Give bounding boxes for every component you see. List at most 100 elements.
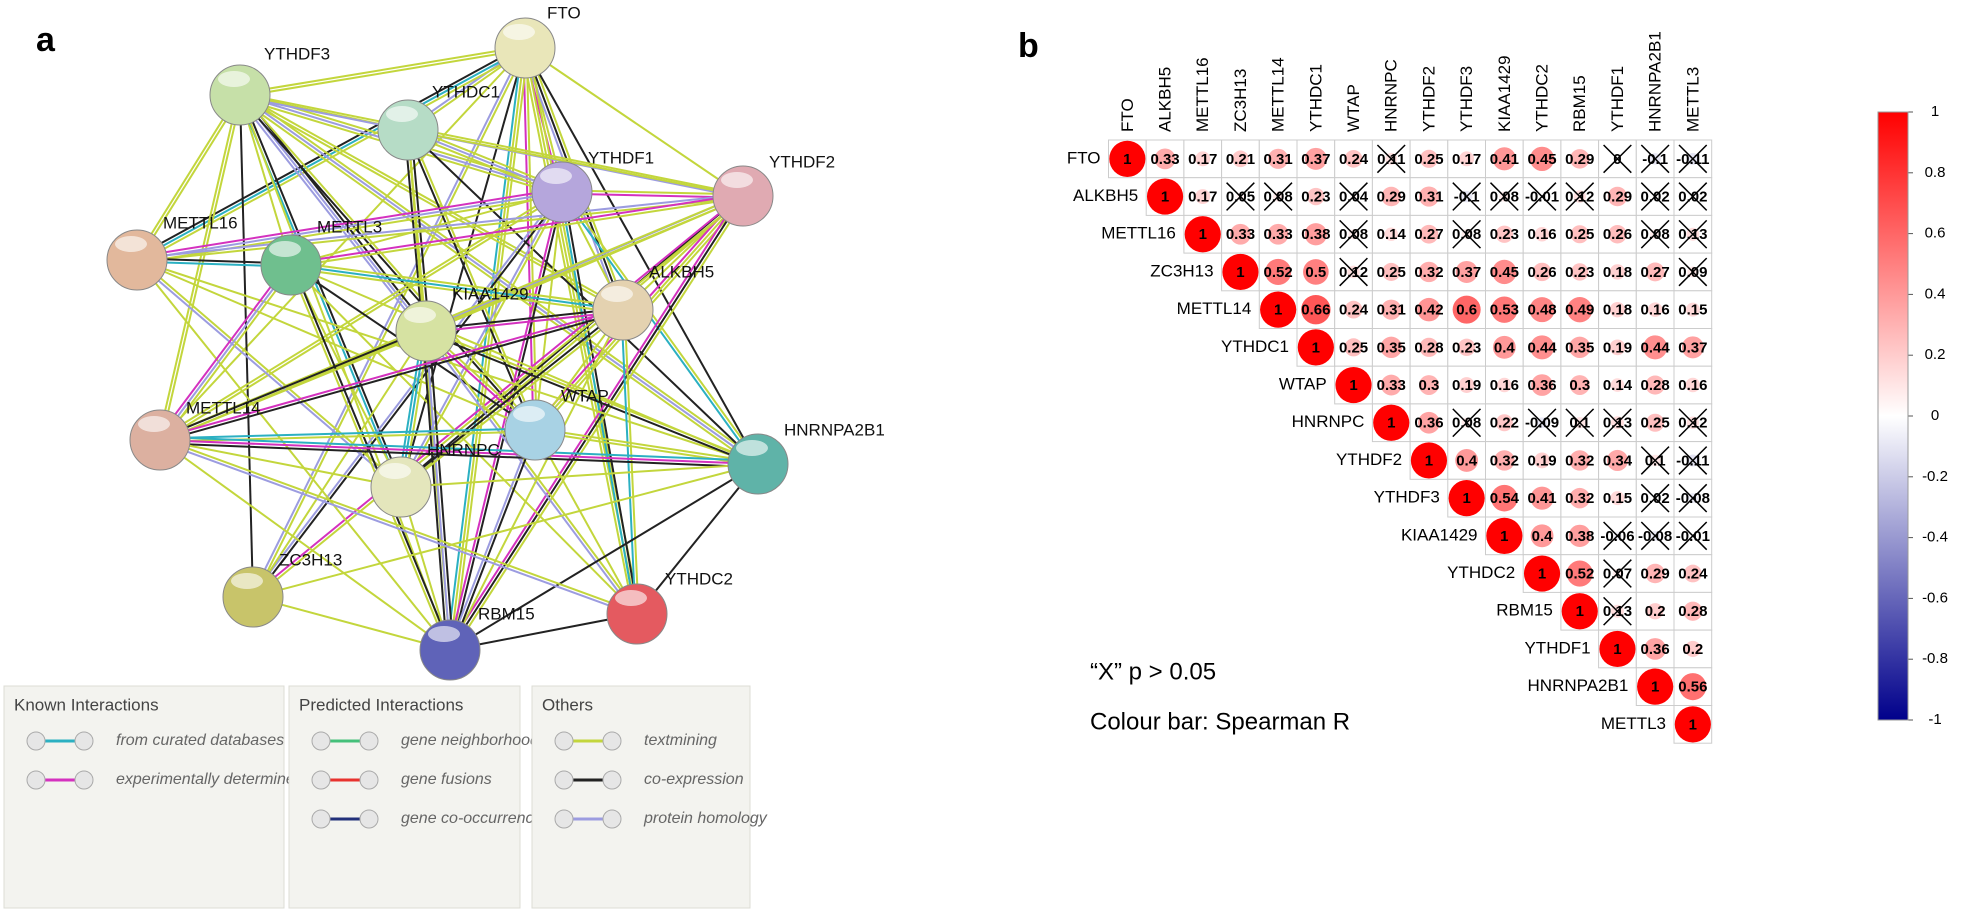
- legend-bead: [74, 770, 94, 790]
- correlation-circle: [1645, 563, 1665, 584]
- network-edge: [239, 94, 427, 332]
- correlation-value: 0.4: [1494, 339, 1516, 356]
- correlation-circle: [1674, 706, 1711, 743]
- node-highlight: [269, 241, 301, 257]
- correlation-value: 0.52: [1264, 264, 1293, 281]
- correlation-value: 0.24: [1339, 151, 1369, 168]
- row-label: KIAA1429: [1401, 525, 1478, 544]
- correlation-value: 0.32: [1565, 490, 1594, 507]
- correlation-value: -0.06: [1600, 528, 1634, 545]
- node-label: YTHDC1: [432, 82, 500, 101]
- row-label: METTL16: [1101, 224, 1176, 243]
- network-edge: [398, 190, 562, 487]
- network-edge: [240, 48, 526, 98]
- network-edge: [423, 331, 637, 616]
- network-edge: [407, 129, 744, 197]
- column-label: YTHDC2: [1533, 64, 1552, 132]
- network-edge: [449, 309, 624, 651]
- network-edge: [250, 190, 562, 597]
- network-edge: [136, 259, 451, 651]
- colorbar-label: 1: [1931, 103, 1939, 120]
- correlation-value: 0.08: [1264, 189, 1293, 206]
- correlation-value: 0.37: [1452, 264, 1481, 281]
- network-edge: [399, 194, 743, 487]
- legend-bead: [602, 770, 622, 790]
- network-edge: [159, 442, 758, 469]
- row-label: FTO: [1067, 148, 1101, 167]
- cross: [1565, 182, 1595, 211]
- correlation-value: 0.25: [1377, 264, 1406, 281]
- correlation-value: 0.23: [1301, 189, 1330, 206]
- column-label: HNRNPC: [1382, 59, 1401, 132]
- correlation-value: 0.08: [1490, 189, 1519, 206]
- column-label: METTL3: [1683, 67, 1702, 132]
- network-edge: [534, 429, 638, 615]
- node-highlight: [218, 71, 250, 87]
- correlation-circle: [1645, 262, 1665, 282]
- legend-bead: [359, 809, 379, 829]
- network-edge: [291, 260, 624, 308]
- correlation-value: -0.01: [1525, 189, 1559, 206]
- node-label: ZC3H13: [279, 550, 342, 569]
- correlation-circle: [1491, 484, 1518, 512]
- correlation-circle: [1382, 262, 1401, 281]
- node-label: YTHDF2: [769, 152, 835, 171]
- correlation-circle: [1599, 630, 1636, 668]
- legend-item: experimentally determined: [116, 771, 305, 788]
- correlation-value: 1: [1236, 264, 1244, 281]
- correlation-value: -0.09: [1525, 415, 1559, 432]
- legend-item: textmining: [644, 732, 717, 749]
- correlation-value: 0.25: [1414, 151, 1443, 168]
- correlation-circle: [1335, 366, 1372, 404]
- correlation-value: 0.28: [1414, 339, 1443, 356]
- correlation-value: 0.5: [1305, 264, 1326, 281]
- network-edge: [425, 331, 758, 467]
- network-edge: [425, 307, 623, 331]
- correlation-circle: [1265, 258, 1292, 285]
- network-edge: [291, 264, 453, 650]
- row-label: YTHDF2: [1336, 450, 1402, 469]
- correlation-value: 0.12: [1565, 189, 1594, 206]
- correlation-circle: [1418, 186, 1440, 207]
- correlation-value: 0.24: [1678, 566, 1708, 583]
- cross: [1489, 182, 1519, 211]
- network-edge: [240, 93, 537, 430]
- node-label: METTL16: [163, 213, 238, 232]
- network-edge: [400, 47, 526, 488]
- network-edge: [159, 264, 292, 441]
- correlation-value: 0.04: [1339, 189, 1369, 206]
- correlation-circle: [1530, 335, 1555, 360]
- panel-label: a: [36, 21, 56, 59]
- network-edge: [559, 192, 758, 466]
- legend-bead: [554, 731, 574, 751]
- network-edge: [159, 439, 759, 465]
- correlation-value: 0.42: [1414, 302, 1443, 319]
- correlation-circle: [1532, 262, 1552, 282]
- colorbar-label: 0: [1931, 407, 1939, 424]
- node-highlight: [379, 463, 411, 479]
- correlation-value: 0.26: [1603, 226, 1632, 243]
- node-highlight: [404, 307, 436, 323]
- network-edge: [137, 196, 744, 263]
- network-edge: [524, 47, 744, 197]
- network-edge: [559, 192, 637, 615]
- correlation-value: 0.27: [1414, 226, 1443, 243]
- correlation-value: 0.24: [1339, 302, 1369, 319]
- correlation-circle: [1344, 300, 1363, 319]
- node-label: KIAA1429: [452, 284, 529, 303]
- correlation-circle: [1645, 375, 1665, 395]
- correlation-circle: [1530, 486, 1554, 510]
- correlation-value: 0.23: [1490, 226, 1519, 243]
- correlation-value: 0.19: [1603, 339, 1632, 356]
- network-edge: [136, 191, 563, 261]
- correlation-value: 0.29: [1603, 189, 1632, 206]
- correlation-value: 0.27: [1641, 264, 1670, 281]
- correlation-value: 1: [1199, 226, 1207, 243]
- network-edge: [405, 130, 535, 432]
- correlation-value: 0.16: [1678, 377, 1707, 394]
- correlation-circle: [1417, 297, 1441, 322]
- correlation-value: 0.05: [1226, 189, 1255, 206]
- correlation-value: 0.16: [1641, 302, 1670, 319]
- row-label: METTL3: [1601, 714, 1666, 733]
- correlation-circle: [1492, 259, 1517, 285]
